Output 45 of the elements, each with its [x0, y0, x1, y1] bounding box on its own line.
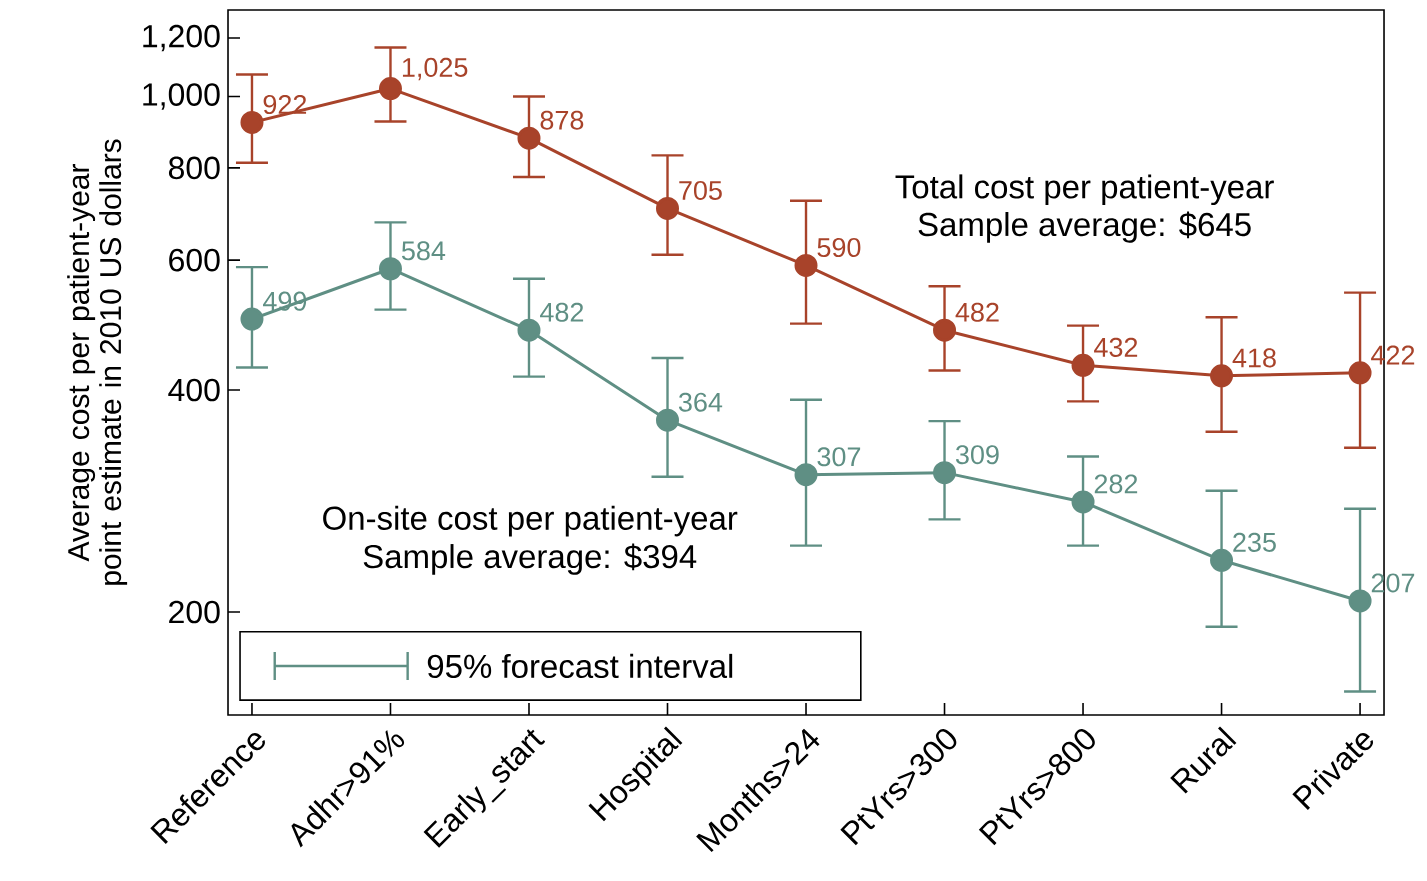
annotation: Total cost per patient-year [895, 174, 1274, 206]
point [378, 257, 402, 281]
y-axis-title: Average cost per patient-year point estimate in 2010 US dollars [67, 139, 128, 585]
data-label: 482 [540, 302, 584, 322]
data-label: 878 [540, 110, 584, 130]
point [1210, 364, 1234, 388]
point [656, 408, 679, 432]
point [794, 253, 818, 277]
data-label: 705 [679, 180, 722, 201]
data-label: 307 [817, 447, 861, 467]
y-tick-label: 1,200 [143, 24, 220, 52]
y-tick-label: 1,000 [143, 83, 220, 110]
point [240, 307, 264, 331]
point [1071, 490, 1095, 514]
y-tick-label: 400 [168, 378, 220, 402]
data-label: 482 [955, 302, 999, 322]
data-label: 432 [1094, 337, 1138, 357]
legend-title: 95% forecast interval [427, 653, 733, 679]
point [517, 318, 541, 342]
point [517, 126, 541, 150]
point [1071, 353, 1095, 377]
point [1210, 548, 1234, 572]
data-label: 584 [401, 241, 446, 261]
y-tick-label: 600 [169, 248, 220, 272]
point [656, 196, 679, 220]
data-label: 590 [817, 237, 861, 258]
point [1348, 361, 1372, 385]
point [240, 110, 264, 134]
point [794, 463, 818, 487]
data-label: 282 [1094, 474, 1138, 494]
data-label: 309 [955, 445, 999, 465]
point [933, 461, 957, 485]
data-label: 418 [1232, 348, 1276, 368]
annotation: Sample average: $645 [918, 211, 1251, 243]
point [378, 77, 402, 101]
annotation: On-site cost per patient-year [323, 505, 738, 537]
data-label: 1,025 [402, 57, 468, 81]
data-label: 922 [263, 94, 307, 115]
data-label: 235 [1233, 532, 1276, 552]
point [933, 318, 957, 342]
y-tick-label: 200 [169, 600, 220, 624]
annotation: Sample average: $394 [363, 543, 697, 575]
point [1348, 589, 1372, 613]
data-label: 364 [678, 392, 723, 412]
y-tick-label: 800 [168, 156, 220, 180]
